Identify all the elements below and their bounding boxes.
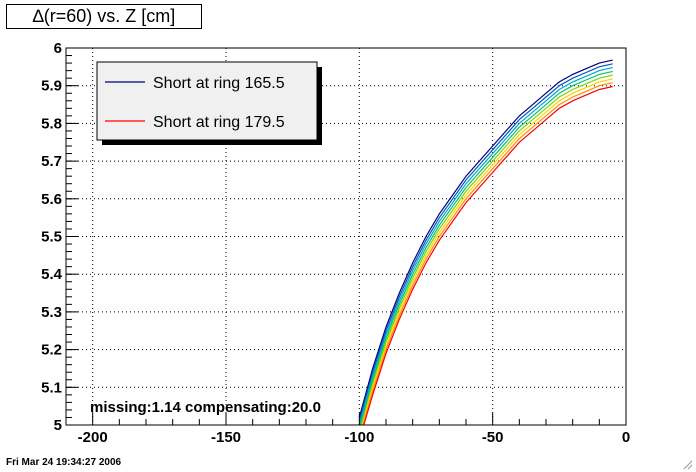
y-tick-label: 5.4 — [41, 266, 63, 283]
legend-box — [96, 61, 318, 141]
series-line-4 — [360, 74, 613, 425]
y-tick-label: 5 — [54, 417, 62, 434]
series-line-0 — [358, 59, 613, 418]
legend: Short at ring 165.5 Short at ring 179.5 — [96, 61, 322, 145]
y-tick-label: 5.7 — [41, 153, 62, 170]
x-tick-label: 0 — [622, 429, 630, 446]
y-tick-label: 5.2 — [41, 342, 62, 359]
y-tick-label: 5.1 — [41, 379, 62, 396]
y-tick-label: 6 — [54, 40, 62, 57]
y-tick-label: 5.3 — [41, 304, 62, 321]
x-tick-label: -50 — [482, 429, 504, 446]
y-tick-label: 5.5 — [41, 229, 62, 246]
legend-label-short-179: Short at ring 179.5 — [153, 114, 285, 131]
axis-ticks — [65, 47, 627, 426]
legend-label-short-165: Short at ring 165.5 — [153, 75, 285, 92]
x-tick-label: -200 — [78, 429, 108, 446]
tick-labels: -200 -150 -100 -50 0 5 5.1 5.2 5.3 5.4 5.5 5.6 5.7 5.… — [41, 40, 630, 446]
x-tick-label: -150 — [211, 429, 241, 446]
series-line-6 — [362, 82, 613, 425]
chart-title: ∆(r=60) vs. Z [cm] — [6, 4, 202, 29]
series-line-3 — [359, 70, 613, 425]
series-line-7 — [363, 85, 613, 425]
series-lines — [358, 59, 613, 425]
annotation-text: missing:1.14 compensating:20.0 — [90, 399, 321, 416]
grid-lines — [66, 48, 626, 425]
y-tick-label: 5.8 — [41, 115, 62, 132]
series-line-2 — [358, 67, 613, 425]
series-line-5 — [361, 78, 613, 425]
x-tick-label: -100 — [344, 429, 374, 446]
timestamp-label: Fri Mar 24 19:34:27 2006 — [6, 457, 122, 468]
series-line-1 — [358, 63, 613, 422]
y-tick-label: 5.6 — [41, 191, 62, 208]
y-tick-label: 5.9 — [41, 78, 62, 95]
resize-grip-icon[interactable] — [683, 460, 693, 470]
